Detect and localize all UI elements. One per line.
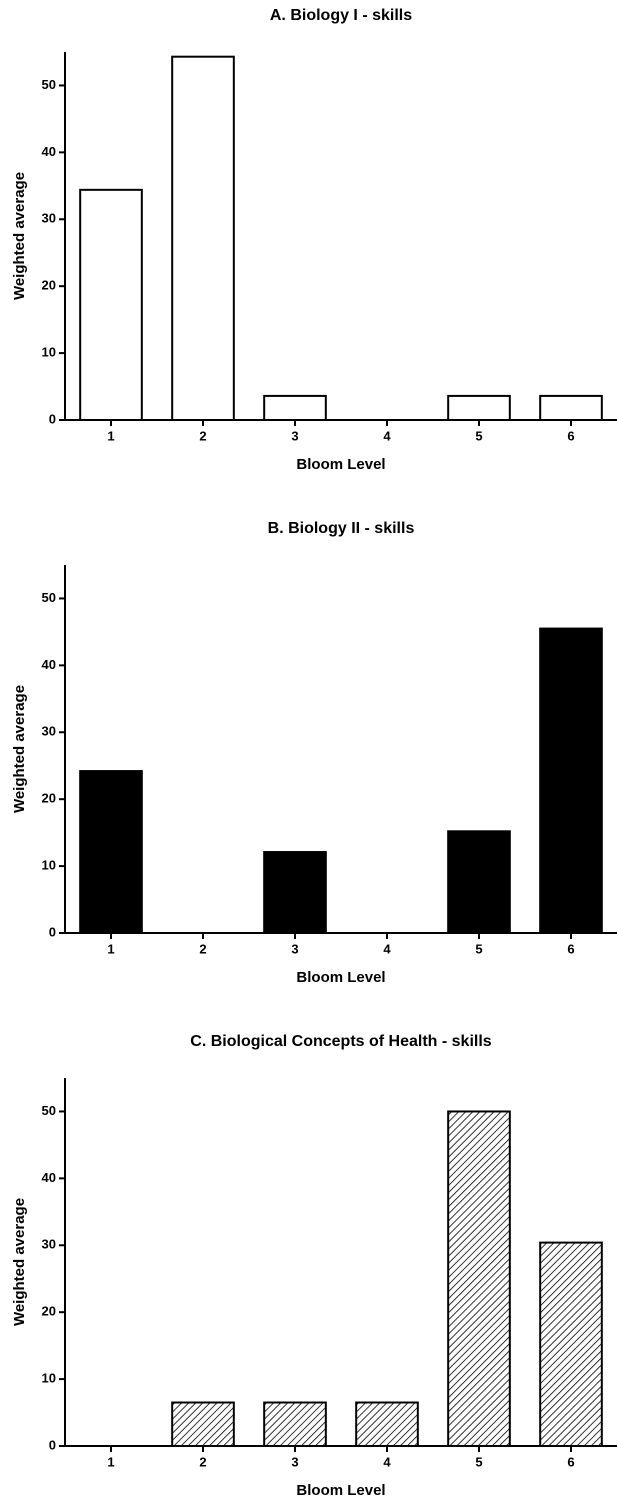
y-tick-label: 50 — [42, 590, 56, 605]
bar — [447, 1110, 511, 1448]
y-tick-label: 50 — [42, 1103, 56, 1118]
y-tick-label: 20 — [42, 278, 56, 293]
bar — [263, 394, 327, 421]
chart-title: B. Biology II - skills — [268, 520, 415, 537]
x-tick-label: 6 — [567, 1454, 574, 1469]
bar — [171, 55, 235, 422]
x-tick-label: 1 — [107, 1454, 114, 1469]
bar — [79, 770, 143, 935]
y-tick-label: 0 — [49, 411, 56, 426]
y-tick-label: 10 — [42, 858, 56, 873]
x-tick-label: 2 — [199, 941, 206, 956]
bar — [539, 394, 603, 421]
y-axis-label: Weighted average — [11, 685, 28, 813]
x-tick-label: 4 — [383, 941, 391, 956]
x-tick-label: 3 — [291, 1454, 298, 1469]
x-tick-label: 1 — [107, 428, 114, 443]
y-tick-label: 30 — [42, 1237, 56, 1252]
y-tick-label: 0 — [49, 924, 56, 939]
y-tick-label: 20 — [42, 791, 56, 806]
x-tick-label: 3 — [291, 428, 298, 443]
chart-title: C. Biological Concepts of Health - skill… — [190, 1033, 491, 1050]
y-tick-label: 0 — [49, 1437, 56, 1452]
x-axis-label: Bloom Level — [296, 969, 385, 986]
x-tick-label: 6 — [567, 941, 574, 956]
y-tick-label: 50 — [42, 77, 56, 92]
bar — [447, 830, 511, 934]
x-tick-label: 4 — [383, 428, 391, 443]
x-tick-label: 1 — [107, 941, 114, 956]
y-tick-label: 40 — [42, 144, 56, 159]
y-axis-label: Weighted average — [11, 1198, 28, 1326]
y-tick-label: 30 — [42, 211, 56, 226]
y-tick-label: 30 — [42, 724, 56, 739]
chart-title: A. Biology I - skills — [270, 7, 412, 24]
bar — [539, 627, 603, 935]
x-tick-label: 5 — [475, 1454, 482, 1469]
y-tick-label: 10 — [42, 1371, 56, 1386]
x-tick-label: 5 — [475, 941, 482, 956]
x-axis-label: Bloom Level — [296, 456, 385, 473]
bar — [447, 394, 511, 421]
bar — [263, 1401, 327, 1447]
bar — [263, 851, 327, 934]
y-tick-label: 40 — [42, 657, 56, 672]
x-axis-label: Bloom Level — [296, 1482, 385, 1499]
bar — [355, 1401, 419, 1447]
x-tick-label: 3 — [291, 941, 298, 956]
y-tick-label: 20 — [42, 1304, 56, 1319]
y-axis-label: Weighted average — [11, 172, 28, 300]
x-tick-label: 5 — [475, 428, 482, 443]
x-tick-label: 6 — [567, 428, 574, 443]
y-tick-label: 10 — [42, 345, 56, 360]
x-tick-label: 2 — [199, 1454, 206, 1469]
x-tick-label: 4 — [383, 1454, 391, 1469]
x-tick-label: 2 — [199, 428, 206, 443]
y-tick-label: 40 — [42, 1170, 56, 1185]
bar — [539, 1241, 603, 1447]
bar — [79, 188, 143, 421]
bar — [171, 1401, 235, 1447]
